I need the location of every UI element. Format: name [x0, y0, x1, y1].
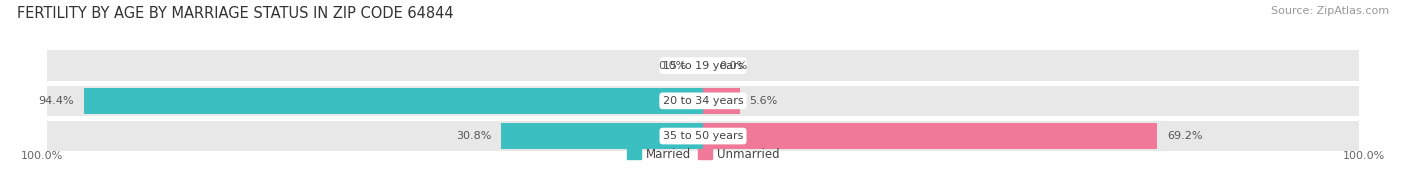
Text: 35 to 50 years: 35 to 50 years	[662, 131, 744, 141]
Text: 5.6%: 5.6%	[749, 96, 778, 106]
Bar	[46, 121, 1360, 151]
Text: FERTILITY BY AGE BY MARRIAGE STATUS IN ZIP CODE 64844: FERTILITY BY AGE BY MARRIAGE STATUS IN Z…	[17, 6, 454, 21]
Bar	[703, 88, 740, 113]
Text: 20 to 34 years: 20 to 34 years	[662, 96, 744, 106]
Text: 100.0%: 100.0%	[21, 151, 63, 161]
Legend: Married, Unmarried: Married, Unmarried	[627, 148, 779, 161]
Bar	[703, 123, 1157, 149]
Text: 0.0%: 0.0%	[658, 61, 686, 71]
Text: Source: ZipAtlas.com: Source: ZipAtlas.com	[1271, 6, 1389, 16]
Text: 30.8%: 30.8%	[456, 131, 491, 141]
Bar	[83, 88, 703, 113]
Text: 100.0%: 100.0%	[1343, 151, 1385, 161]
Bar	[46, 50, 1360, 81]
Text: 0.0%: 0.0%	[720, 61, 748, 71]
Text: 15 to 19 years: 15 to 19 years	[662, 61, 744, 71]
Text: 69.2%: 69.2%	[1167, 131, 1202, 141]
Bar	[46, 85, 1360, 116]
Text: 94.4%: 94.4%	[38, 96, 73, 106]
Bar	[501, 123, 703, 149]
